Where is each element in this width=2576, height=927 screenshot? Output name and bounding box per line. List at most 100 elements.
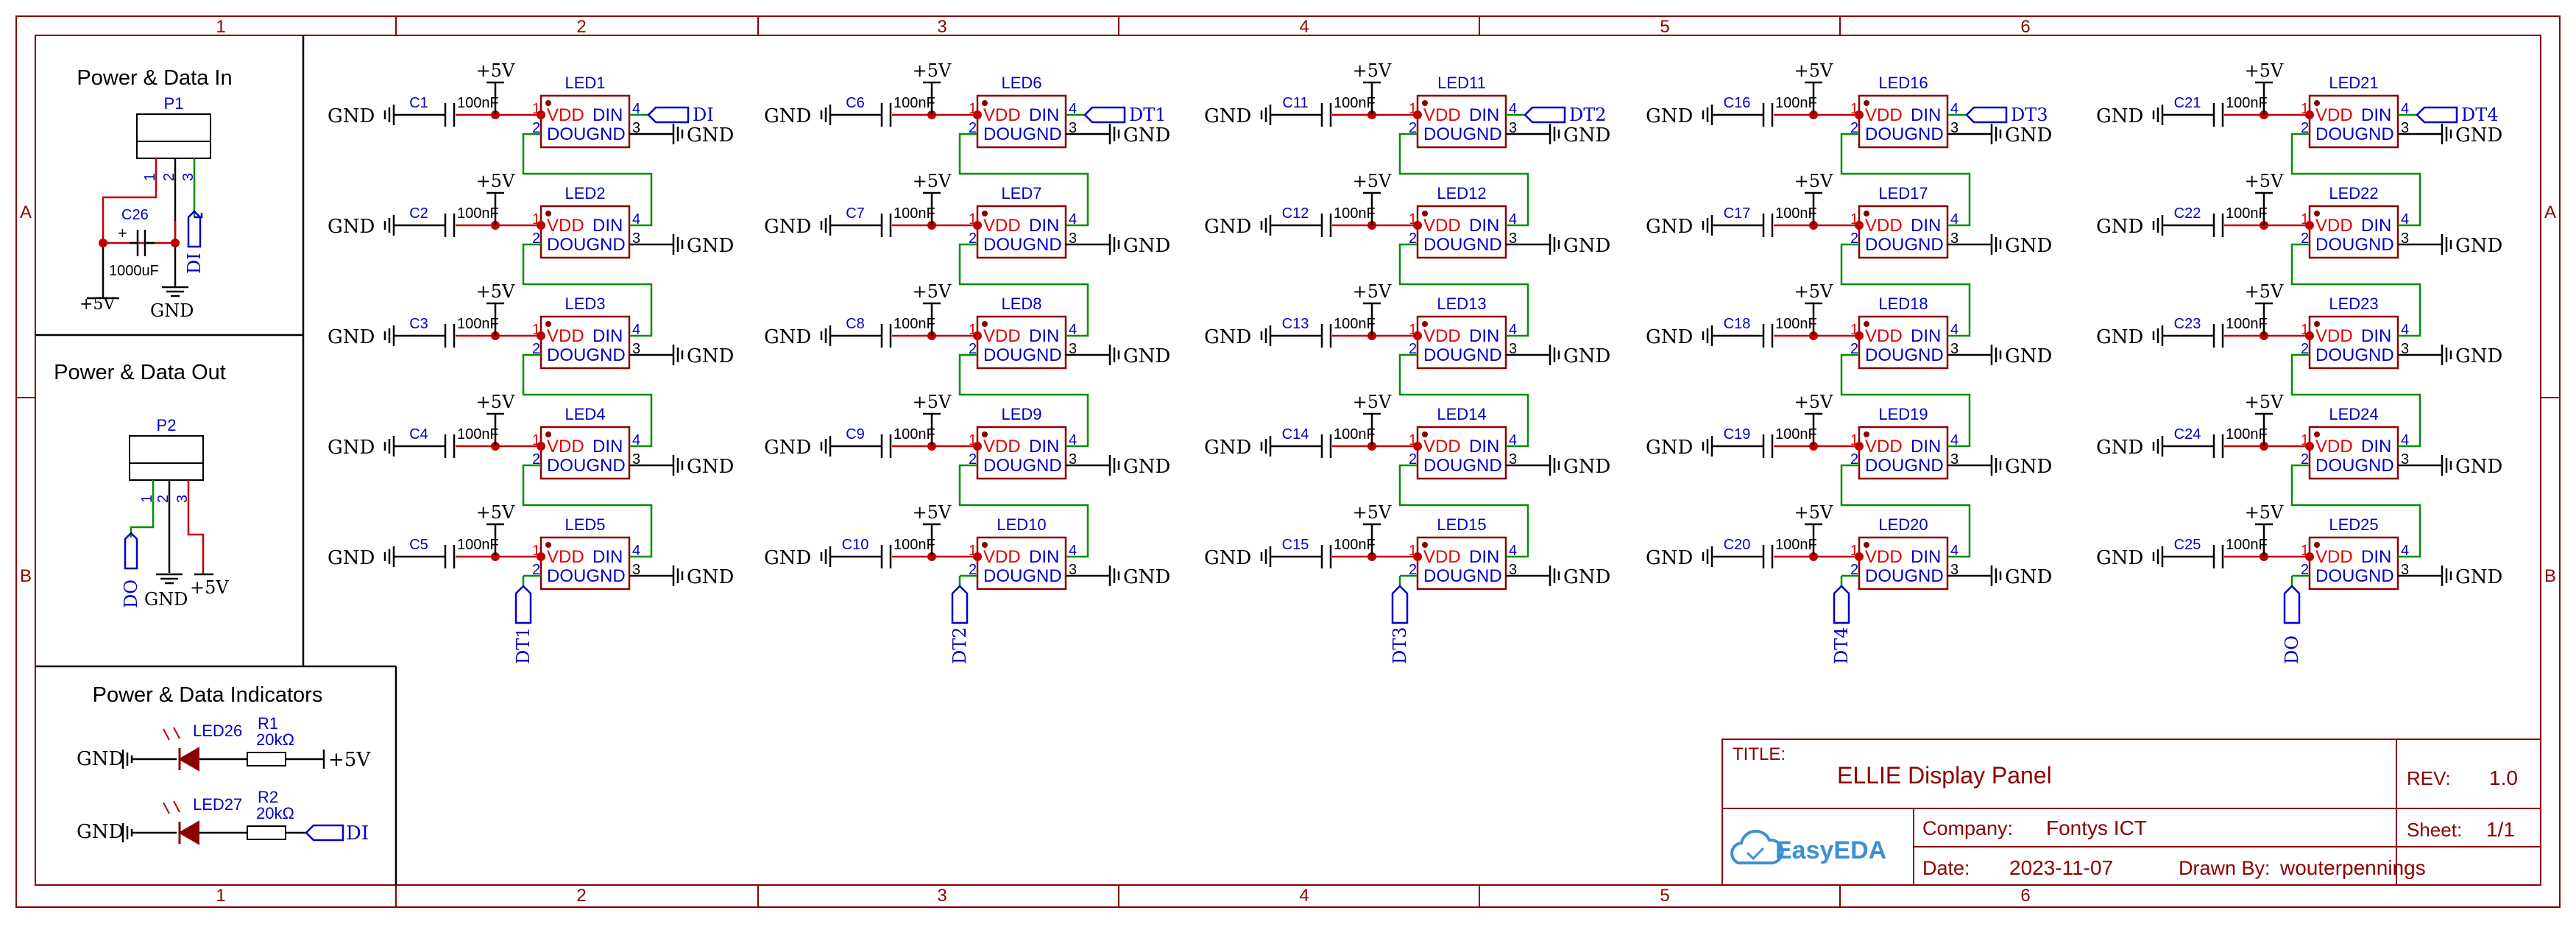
company-value: Fontys ICT	[2046, 817, 2147, 839]
r2-value: 20kΩ	[256, 804, 294, 822]
r1-designator: R1	[258, 714, 278, 733]
led-body	[1858, 536, 1949, 591]
pin-din-label: DIN	[2361, 105, 2391, 125]
title-label: TITLE:	[1733, 744, 1786, 764]
pin-1-number: 1	[969, 322, 977, 338]
chain-wire	[2290, 353, 2421, 448]
pin-din-label: DIN	[592, 216, 623, 236]
pin-2-number: 2	[969, 341, 977, 357]
dout-net-label: DT4	[1831, 627, 1852, 664]
pin-din-label: DIN	[1469, 216, 1499, 236]
pin-3-number: 3	[632, 230, 640, 247]
cap-designator: C10	[842, 537, 869, 553]
pin-2-number: 2	[1850, 230, 1858, 247]
junction-dot	[1855, 442, 1864, 451]
cap-designator: C19	[1724, 426, 1751, 443]
gnd-label: GND	[2096, 437, 2143, 459]
pin-dout-label: DOUGND	[1865, 566, 1944, 586]
pin-3-number: 3	[1509, 120, 1517, 136]
led-body	[2308, 536, 2399, 591]
gnd-label: GND	[328, 326, 375, 348]
pin-vdd-label: VDD	[2315, 547, 2353, 567]
gnd-label: GND	[328, 105, 375, 127]
cap-designator: C21	[2174, 95, 2201, 111]
vcc-label: +5V	[476, 60, 515, 81]
led27-gnd-label: GND	[77, 821, 124, 843]
pin-2-number: 2	[1409, 341, 1417, 357]
pin-2-number: 2	[969, 120, 977, 136]
led-designator: LED23	[2329, 295, 2378, 313]
pin-din-label: DIN	[1469, 326, 1499, 346]
chain-wire	[2290, 243, 2421, 337]
pin-3-number: 3	[1950, 230, 1958, 247]
pin-4-number: 4	[632, 101, 640, 117]
pin-1-number: 1	[2301, 211, 2309, 228]
pin-din-label: DIN	[1029, 437, 1059, 457]
pin-2-number: 2	[2301, 120, 2309, 136]
indicators-title: Power & Data Indicators	[93, 683, 323, 707]
pin-4-number: 4	[1509, 432, 1517, 448]
junction-dot	[1413, 331, 1422, 340]
pin-dout-label: DOUGND	[1865, 235, 1944, 255]
pin-4-number: 4	[2401, 543, 2409, 559]
sheet-frame	[15, 15, 2561, 908]
gnd-label: GND	[328, 547, 375, 569]
junction-dot	[973, 442, 982, 451]
pin1-marker	[1422, 100, 1428, 106]
pin-1-number: 1	[969, 211, 977, 228]
led-designator: LED25	[2329, 515, 2378, 534]
cap-designator: C3	[409, 316, 428, 332]
pin-3-number: 3	[632, 120, 640, 136]
led-designator: LED15	[1437, 515, 1486, 534]
led-body	[1416, 94, 1507, 149]
vcc-label: +5V	[1794, 281, 1833, 302]
pin-vdd-label: VDD	[2315, 326, 2353, 346]
cap-value: 100nF	[1334, 537, 1376, 553]
din-net-label: DT2	[1569, 105, 1607, 125]
gnd-label: GND	[1123, 566, 1170, 588]
led26-designator: LED26	[193, 722, 242, 740]
led26-diode-symbol	[177, 747, 199, 772]
pin-4-number: 4	[1069, 101, 1077, 117]
p1-di-label: DI	[184, 253, 205, 274]
pin-1-number: 1	[2301, 322, 2309, 338]
p2-pin-2: 2	[155, 495, 171, 503]
p1-connector-body	[136, 113, 211, 159]
vcc-label: +5V	[2245, 60, 2284, 81]
pin-4-number: 4	[2401, 322, 2409, 338]
pin-din-label: DIN	[1029, 547, 1059, 567]
pin-din-label: DIN	[592, 547, 623, 567]
pin-dout-label: DOUGND	[2315, 456, 2394, 476]
led-designator: LED11	[1437, 74, 1486, 92]
vcc-label: +5V	[2245, 171, 2284, 191]
r2-designator: R2	[258, 788, 278, 806]
frame-ticks	[16, 16, 2560, 907]
pin-dout-label: DOUGND	[1865, 124, 1944, 144]
cap-value: 100nF	[1775, 537, 1817, 553]
pin-din-label: DIN	[1469, 437, 1499, 457]
cap-designator: C7	[846, 205, 865, 222]
chain-wire	[522, 353, 653, 448]
chain-wire	[522, 133, 653, 227]
pin-2-number: 2	[1850, 341, 1858, 357]
vcc-label: +5V	[1353, 281, 1392, 302]
cap-designator: C2	[409, 205, 428, 222]
pin-3-number: 3	[1069, 230, 1077, 247]
cap-value: 100nF	[894, 205, 935, 222]
chain-wire	[1398, 133, 1529, 227]
pin-2-number: 2	[969, 451, 977, 468]
led-body	[2308, 315, 2399, 370]
gnd-label: GND	[1123, 124, 1170, 147]
pin-din-label: DIN	[592, 326, 623, 346]
cap-designator: C22	[2174, 205, 2201, 222]
pin-4-number: 4	[1509, 322, 1517, 338]
pin1-marker	[545, 211, 551, 216]
pin1-marker	[1422, 542, 1428, 548]
pin-4-number: 4	[632, 432, 640, 448]
pin-vdd-label: VDD	[983, 216, 1021, 236]
led26-gnd-label: GND	[77, 748, 124, 770]
junction-dot	[1413, 442, 1422, 451]
